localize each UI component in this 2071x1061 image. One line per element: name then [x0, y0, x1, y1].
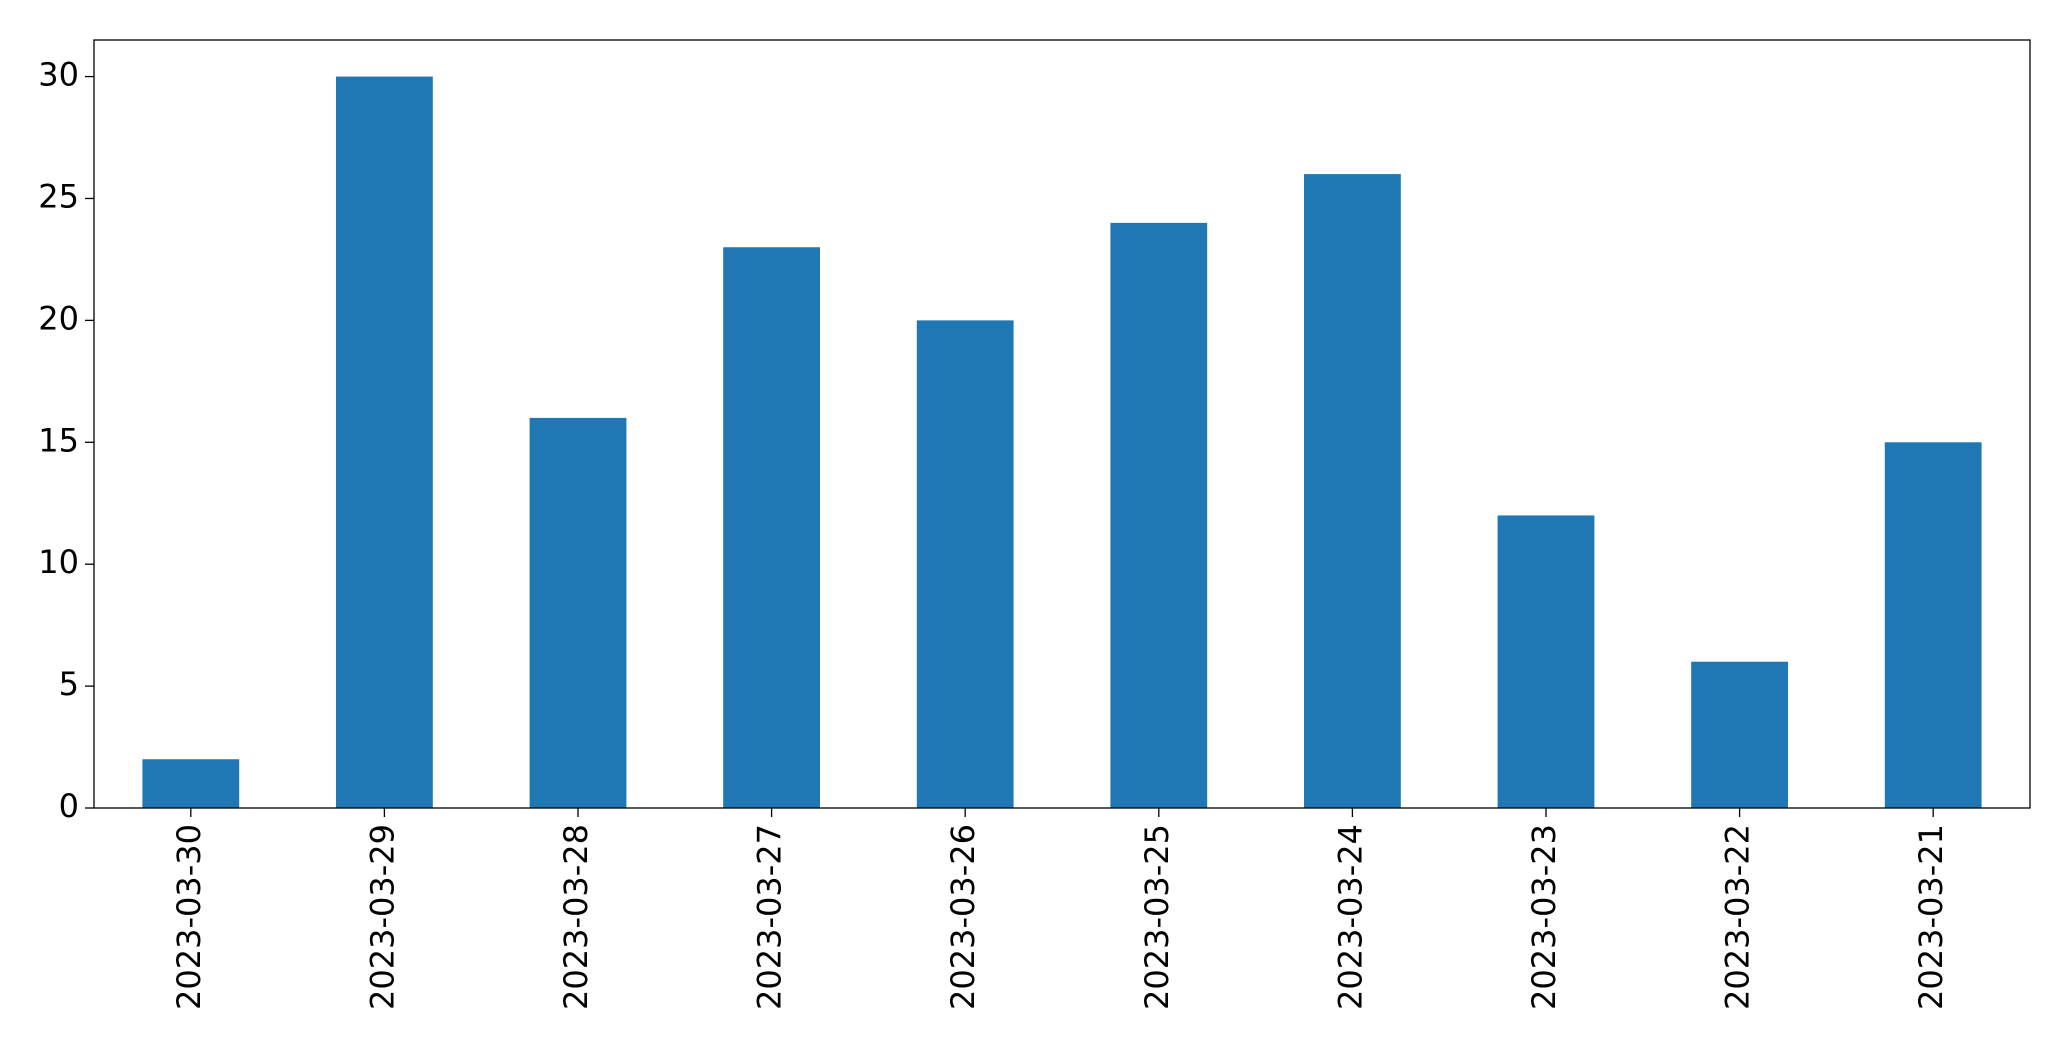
- y-tick-label: 15: [38, 421, 79, 459]
- bar: [916, 320, 1014, 808]
- y-tick-label: 5: [59, 665, 79, 703]
- y-tick-label: 20: [38, 299, 79, 337]
- x-tick-label: 2023-03-25: [1138, 824, 1176, 1010]
- x-tick-label: 2023-03-29: [363, 824, 401, 1010]
- bar: [1884, 442, 1982, 808]
- plot-frame: [93, 39, 2031, 809]
- y-tick-label: 30: [38, 56, 79, 94]
- x-tick-label: 2023-03-24: [1331, 824, 1369, 1010]
- bar: [336, 76, 433, 809]
- x-tick-label: 2023-03-22: [1719, 824, 1757, 1010]
- x-tick-label: 2023-03-26: [944, 824, 982, 1010]
- x-tick-label: 2023-03-28: [557, 824, 595, 1010]
- bar: [529, 417, 627, 808]
- x-tick-label: 2023-03-21: [1912, 824, 1950, 1010]
- y-tick-label: 25: [38, 177, 79, 215]
- bar: [1110, 222, 1208, 808]
- y-tick-label: 0: [59, 787, 79, 825]
- x-tick-label: 2023-03-23: [1525, 824, 1563, 1010]
- y-tick-label: 10: [38, 543, 79, 581]
- bar: [1497, 515, 1595, 808]
- x-tick-label: 2023-03-27: [751, 824, 789, 1010]
- bar: [1304, 174, 1401, 809]
- bar: [723, 247, 820, 808]
- bar: [1691, 661, 1788, 808]
- bar: [142, 759, 240, 808]
- x-tick-label: 2023-03-30: [170, 824, 208, 1010]
